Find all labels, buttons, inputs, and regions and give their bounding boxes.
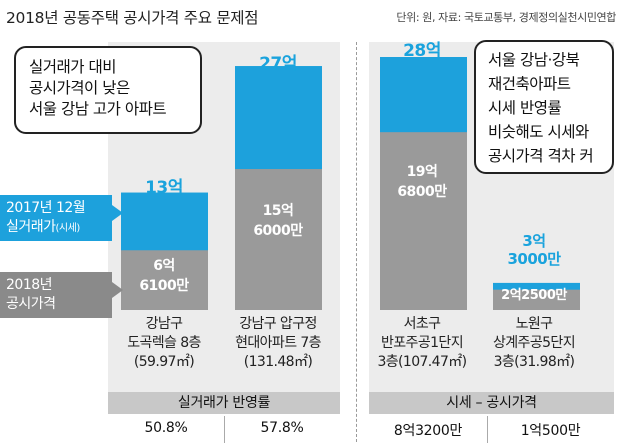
- category-line: 도곡렉슬 8층: [127, 335, 201, 351]
- source-note: 단위: 원, 자료: 국토교통부, 경제정의실천시민연합: [396, 11, 616, 24]
- bar-3-official-label-line: 19억: [406, 164, 438, 180]
- bar-3-official-label-line: 6800만: [397, 184, 447, 200]
- category-line: 서초구: [403, 316, 441, 332]
- category-line: 3층(107.47㎡): [377, 354, 467, 370]
- right-table-value-2: 1억500만: [520, 423, 581, 439]
- legend-official-price-line1: 2018년: [6, 277, 53, 293]
- bar-2-market-label: 27억: [259, 54, 297, 74]
- legend-official-price: 2018년 공시가격: [0, 272, 112, 318]
- legend-market-price-pointer: [112, 205, 123, 221]
- category-line: (131.48㎡): [243, 354, 313, 370]
- legend-market-price-line2: 실거래가: [6, 219, 56, 235]
- bar-4-market-label: 3억 3000만: [488, 232, 580, 268]
- bar-4-market-label-line: 3억: [522, 232, 546, 250]
- category-line: (59.97㎡): [133, 354, 195, 370]
- right-note-line: 비슷해도 시세와: [488, 123, 589, 141]
- legend-market-price-suffix: (시세): [55, 223, 81, 234]
- panel-divider: [356, 42, 357, 442]
- category-line: 반포주공1단지: [381, 335, 464, 351]
- chart-title: 2018년 공동주택 공시가격 주요 문제점: [6, 9, 259, 27]
- bar-2-official-label-line: 6000만: [253, 223, 303, 239]
- left-note-line: 서울 강남 고가 아파트: [29, 100, 167, 118]
- category-label-4: 노원구 상계주공5단지 3층(31.98㎡): [474, 315, 594, 372]
- left-note-line: 공시가격이 낮은: [29, 79, 130, 97]
- bar-1-official-label: 6억 6100만: [118, 256, 210, 296]
- bar-4-official-price: [493, 289, 580, 310]
- right-note-line: 시세 반영률: [488, 99, 562, 117]
- bar-1-official-price: [121, 250, 208, 310]
- legend-official-price-pointer: [112, 282, 123, 298]
- left-note-line: 실거래가 대비: [29, 58, 117, 76]
- bar-1-official-label-line: 6억: [153, 258, 175, 274]
- legend-official-price-line2: 공시가격: [6, 296, 56, 312]
- right-table-header: 시세 – 공시가격: [369, 392, 614, 414]
- right-table-separator: [487, 416, 488, 443]
- category-line: 상계주공5단지: [493, 335, 576, 351]
- legend-market-price: 2017년 12월 실거래가(시세): [0, 195, 112, 241]
- bar-3-market-label: 28억: [403, 41, 441, 61]
- bar-2-official-label-line: 15억: [262, 203, 294, 219]
- bar-4-market-label-line: 3000만: [507, 250, 561, 268]
- left-table-value-1: 50.8%: [144, 420, 188, 436]
- category-line: 현대아파트 7층: [235, 335, 321, 351]
- category-label-2: 강남구 압구정 현대아파트 7층 (131.48㎡): [218, 315, 338, 372]
- bar-4-official-label: 2억2500만: [501, 288, 567, 303]
- left-table-value-2: 57.8%: [260, 420, 304, 436]
- bar-2-official-label: 15억 6000만: [232, 201, 324, 241]
- left-table-separator: [224, 416, 225, 443]
- category-line: 강남구 압구정: [239, 316, 317, 332]
- bar-2-official-price: [235, 169, 322, 310]
- category-line: 강남구: [145, 316, 183, 332]
- right-table-value-1: 8억3200만: [393, 423, 463, 439]
- category-label-3: 서초구 반포주공1단지 3층(107.47㎡): [362, 315, 482, 372]
- right-note-line: 공시가격 격차 커: [488, 147, 594, 165]
- left-note-box: 실거래가 대비 공시가격이 낮은 서울 강남 고가 아파트: [14, 46, 202, 134]
- category-line: 3층(31.98㎡): [493, 354, 575, 370]
- bar-3-official-label: 19억 6800만: [376, 162, 468, 202]
- left-table-header: 실거래가 반영률: [108, 392, 340, 414]
- right-note-box: 서울 강남·강북 재건축아파트 시세 반영률 비슷해도 시세와 공시가격 격차 …: [474, 40, 614, 174]
- bar-1-market-label: 13억: [145, 178, 183, 198]
- category-label-1: 강남구 도곡렉슬 8층 (59.97㎡): [104, 315, 224, 372]
- right-note-line: 재건축아파트: [488, 75, 571, 93]
- bar-1-official-label-line: 6100만: [139, 278, 189, 294]
- right-note-line: 서울 강남·강북: [488, 51, 580, 69]
- legend-market-price-line1: 2017년 12월: [6, 200, 86, 216]
- bar-3-official-price: [380, 132, 467, 310]
- category-line: 노원구: [515, 316, 553, 332]
